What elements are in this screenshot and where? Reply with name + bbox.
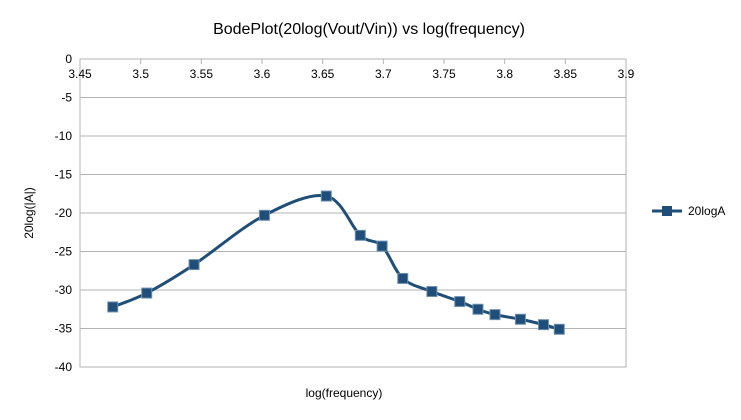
- chart-title: BodePlot(20log(Vout/Vin)) vs log(frequen…: [213, 21, 525, 38]
- data-point-marker: [537, 319, 549, 331]
- y-tick-label: -40: [55, 360, 73, 374]
- y-axis-title: 20log(|A|): [22, 187, 36, 239]
- x-tick-label: 3.9: [618, 67, 635, 81]
- legend-label-20loga: 20logA: [688, 204, 725, 218]
- data-point-marker: [141, 287, 153, 299]
- data-point-marker: [320, 190, 332, 202]
- data-point-marker: [514, 313, 526, 325]
- x-tick-label: 3.8: [496, 67, 513, 81]
- data-point-marker: [426, 286, 438, 298]
- x-tick-label: 3.85: [554, 67, 578, 81]
- data-point-marker: [472, 303, 484, 315]
- x-tick-label: 3.65: [311, 67, 335, 81]
- data-point-marker: [258, 209, 270, 221]
- y-tick-label: -15: [55, 168, 73, 182]
- y-tick-label: -20: [55, 206, 73, 220]
- data-point-marker: [188, 259, 200, 271]
- y-tick-label: -25: [55, 245, 73, 259]
- series-layer: [107, 190, 565, 335]
- y-tick-label: -10: [55, 129, 73, 143]
- y-tick-label: -30: [55, 283, 73, 297]
- x-tick-label: 3.55: [190, 67, 214, 81]
- data-point-marker: [397, 272, 409, 284]
- x-tick-label: 3.5: [132, 67, 149, 81]
- x-tick-label: 3.6: [254, 67, 271, 81]
- x-tick-label: 3.45: [68, 67, 92, 81]
- legend-marker-swatch: [662, 206, 672, 216]
- x-axis-ticks: 3.45 3.5 3.55 3.6 3.65 3.7 3.75 3.8 3.85 3.9: [68, 59, 635, 81]
- x-tick-label: 3.75: [432, 67, 456, 81]
- data-point-marker: [354, 229, 366, 241]
- y-tick-label: -5: [61, 91, 72, 105]
- data-point-marker: [454, 296, 466, 308]
- y-axis-ticks: 0 -5 -10 -15 -20 -25 -30 -35 -40: [55, 52, 73, 374]
- data-point-marker: [376, 240, 388, 252]
- x-axis-title: log(frequency): [306, 386, 383, 400]
- x-tick-label: 3.7: [375, 67, 392, 81]
- data-point-marker: [107, 301, 119, 313]
- data-point-marker: [489, 309, 501, 321]
- data-point-marker: [553, 323, 565, 335]
- legend: 20logA: [652, 204, 725, 218]
- y-tick-label: -35: [55, 322, 73, 336]
- y-tick-label: 0: [65, 52, 72, 66]
